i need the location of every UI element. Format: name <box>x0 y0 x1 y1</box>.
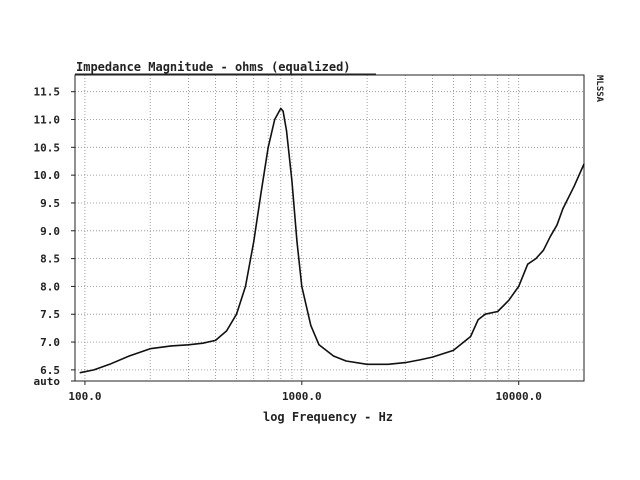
data-point <box>332 355 335 357</box>
data-point <box>310 324 312 326</box>
data-point <box>318 344 320 346</box>
data-point <box>549 235 552 237</box>
y-tick-label: 7.0 <box>40 336 60 349</box>
data-point <box>562 207 564 210</box>
y-tick-label: 10.5 <box>34 141 61 154</box>
plot-grid <box>75 75 584 381</box>
data-point <box>527 263 529 265</box>
data-point <box>583 163 585 165</box>
data-point <box>291 180 293 182</box>
plot-frame <box>74 74 585 382</box>
chart-title: Impedance Magnitude - ohms (equalized) <box>76 60 351 74</box>
data-point <box>452 349 454 351</box>
data-point <box>282 110 284 112</box>
data-point <box>109 363 111 365</box>
data-point <box>214 339 217 341</box>
series-layer <box>79 107 585 374</box>
data-point <box>345 360 347 362</box>
x-axis-label: log Frequency - Hz <box>263 410 393 424</box>
y-tick-label: 8.0 <box>40 280 60 293</box>
data-point <box>535 258 537 260</box>
side-label: MLSSA <box>594 75 604 103</box>
impedance-line <box>79 107 585 374</box>
y-tick-label: 7.5 <box>40 308 60 321</box>
data-point <box>274 118 276 121</box>
data-point <box>79 372 81 374</box>
y-tick-label: auto <box>34 375 61 388</box>
data-point <box>267 146 269 148</box>
y-tick-label: 11.0 <box>34 114 61 127</box>
data-point <box>244 285 247 287</box>
data-point <box>296 241 298 243</box>
data-point <box>556 224 558 226</box>
data-point <box>508 299 510 301</box>
y-tick-label: 8.5 <box>40 253 60 266</box>
y-tick-label: 9.5 <box>40 197 60 210</box>
data-point <box>93 369 95 371</box>
data-point <box>149 348 151 350</box>
data-point <box>301 285 303 287</box>
data-point <box>573 185 575 187</box>
data-point <box>260 191 262 193</box>
data-point <box>431 356 433 358</box>
data-point <box>484 313 486 315</box>
y-tick-label: 11.5 <box>34 86 61 99</box>
data-point <box>470 335 472 338</box>
data-point <box>202 342 204 344</box>
data-point <box>187 344 189 346</box>
data-point <box>497 310 499 313</box>
data-point <box>477 319 479 321</box>
data-point <box>253 241 255 243</box>
x-tick-label: 100.0 <box>68 390 101 403</box>
data-point <box>366 363 368 365</box>
data-point <box>387 363 389 365</box>
x-tick-label: 10000.0 <box>496 390 542 403</box>
data-point <box>235 313 238 315</box>
y-tick-label: 6.5 <box>40 364 60 377</box>
data-point <box>285 130 288 132</box>
data-point <box>419 359 421 361</box>
data-point <box>542 249 545 251</box>
y-tick-label: 10.0 <box>34 169 61 182</box>
data-point <box>404 362 406 364</box>
x-tick-label: 1000.0 <box>282 390 322 403</box>
x-axis: 100.0 1000.0 10000.0 <box>68 381 542 403</box>
data-point <box>128 355 130 357</box>
data-point <box>518 285 520 287</box>
data-point <box>226 330 228 332</box>
y-tick-label: 9.0 <box>40 225 60 238</box>
data-point <box>280 107 282 109</box>
data-point <box>170 345 172 347</box>
